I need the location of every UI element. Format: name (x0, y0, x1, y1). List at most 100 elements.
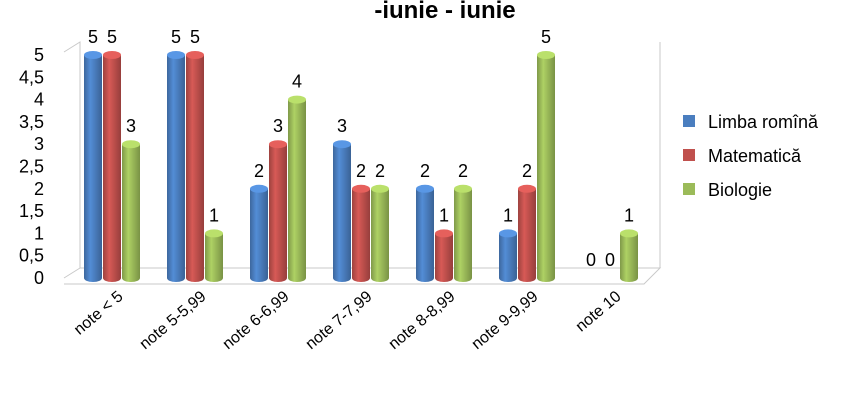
bar (167, 51, 185, 282)
bar (84, 51, 102, 282)
bar-body (352, 188, 370, 282)
data-label: 5 (541, 27, 551, 47)
data-label: 1 (439, 205, 449, 225)
bar-top (537, 51, 555, 59)
bar (205, 229, 223, 282)
bar (371, 184, 389, 282)
bar (186, 51, 204, 282)
bar (333, 140, 351, 282)
bar-top (250, 184, 268, 193)
bar-top (205, 229, 223, 238)
data-label: 2 (375, 161, 385, 181)
bar (269, 140, 287, 282)
y-tick-label: 5 (34, 45, 44, 65)
bar (122, 140, 140, 282)
bar-body (435, 233, 453, 282)
y-tick-label: 3 (34, 134, 44, 154)
legend-swatch (683, 149, 695, 161)
bar-body (518, 188, 536, 282)
x-tick-label: note 5-5,99 (137, 288, 210, 353)
bar-top (518, 184, 536, 193)
data-label: 2 (356, 161, 366, 181)
data-label: 5 (107, 27, 117, 47)
bar (537, 51, 555, 282)
bar (103, 51, 121, 282)
bar-body (333, 144, 351, 282)
bar (288, 95, 306, 282)
bar-top (269, 140, 287, 149)
bar (352, 184, 370, 282)
bar-body (454, 188, 472, 282)
bar (499, 229, 517, 282)
data-label: 0 (586, 250, 596, 270)
bar-body (205, 233, 223, 282)
data-label: 4 (292, 72, 302, 92)
data-label: 3 (273, 116, 283, 136)
bar (518, 184, 536, 282)
bar-top (371, 184, 389, 193)
bar-body (416, 188, 434, 282)
data-label: 2 (254, 161, 264, 181)
data-label: 5 (88, 27, 98, 47)
bar-top (167, 51, 185, 59)
data-label: 3 (126, 116, 136, 136)
bar-body (250, 188, 268, 282)
bar-body (103, 55, 121, 282)
bar-top (333, 140, 351, 149)
legend-swatch (683, 183, 695, 195)
bar-top (454, 184, 472, 193)
bar-body (288, 99, 306, 282)
bar (435, 229, 453, 282)
x-tick-label: note 7-7,99 (303, 288, 376, 353)
data-label: 2 (522, 161, 532, 181)
y-tick-label: 0,5 (19, 246, 44, 266)
legend-label: Matematică (708, 146, 802, 166)
bar-body (620, 233, 638, 282)
x-tick-label: note < 5 (71, 288, 127, 339)
chart-title: -iunie - iunie (374, 0, 515, 24)
bar-body (499, 233, 517, 282)
bar-body (167, 55, 185, 282)
bar-top (620, 229, 638, 238)
bar-top (84, 51, 102, 59)
bar-body (269, 144, 287, 282)
y-axis: 00,5 11,522,5 33,54 4,55 (19, 45, 44, 288)
bar-body (84, 55, 102, 282)
bar-top (288, 95, 306, 104)
data-label: 3 (337, 116, 347, 136)
legend-item: Limba romînă (683, 112, 819, 132)
data-label: 1 (209, 205, 219, 225)
bar-body (537, 55, 555, 282)
bar-top (103, 51, 121, 59)
x-tick-label: note 8-8,99 (386, 288, 459, 353)
legend: Limba romînă Matematică Biologie (683, 112, 819, 200)
legend-label: Limba romînă (708, 112, 819, 132)
back-wall-left (63, 41, 81, 279)
bars (84, 51, 638, 282)
y-tick-label: 4,5 (19, 67, 44, 87)
bar-body (371, 188, 389, 282)
y-tick-label: 2,5 (19, 157, 44, 177)
data-label: 1 (624, 205, 634, 225)
data-label: 2 (420, 161, 430, 181)
bar-body (186, 55, 204, 282)
bar (416, 184, 434, 282)
bar-body (122, 144, 140, 282)
bar-top (186, 51, 204, 59)
bar-top (435, 229, 453, 238)
data-label: 5 (190, 27, 200, 47)
bar-top (122, 140, 140, 149)
bar-top (352, 184, 370, 193)
data-label: 0 (605, 250, 615, 270)
data-label: 2 (458, 161, 468, 181)
y-tick-label: 4 (34, 90, 44, 110)
x-axis: note < 5 note 5-5,99 note 6-6,99 note 7-7,9… (71, 288, 625, 353)
y-tick-label: 1,5 (19, 201, 44, 221)
x-tick-label: note 6-6,99 (220, 288, 293, 353)
data-label: 1 (503, 205, 513, 225)
legend-swatch (683, 115, 695, 127)
bar (620, 229, 638, 282)
legend-label: Biologie (708, 180, 772, 200)
